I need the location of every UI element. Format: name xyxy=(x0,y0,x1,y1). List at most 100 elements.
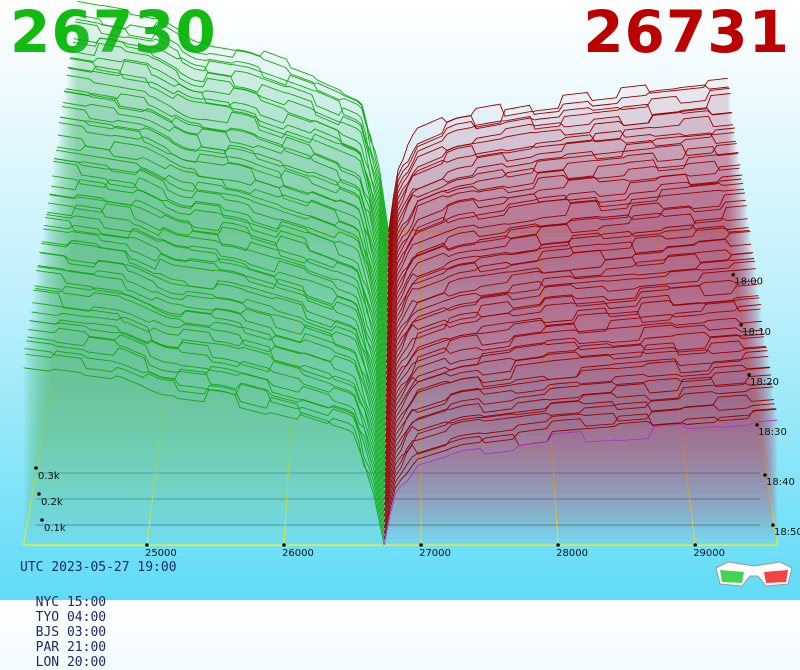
price-tick-label: 27000 xyxy=(419,548,451,559)
ask-depth-fill xyxy=(387,143,737,289)
bid-depth-line xyxy=(71,42,389,267)
ask-depth-line xyxy=(383,408,777,540)
ask-depth-line xyxy=(387,133,736,284)
clock-lon: LON 20:00 xyxy=(35,655,107,670)
bid-depth-line xyxy=(38,265,386,460)
ask-depth-line xyxy=(387,115,734,267)
bid-depth-line xyxy=(63,90,388,312)
ask-depth-line xyxy=(387,146,738,295)
price-tick-dot xyxy=(556,543,560,547)
bid-depth-fill xyxy=(54,158,387,369)
ask-depth-fill xyxy=(384,374,772,506)
ask-depth-line xyxy=(384,324,764,454)
left-edge xyxy=(23,231,79,546)
bid-depth-line xyxy=(43,228,387,432)
bid-depth-fill xyxy=(47,205,387,409)
ask-depth-line xyxy=(386,225,750,369)
bid-depth-fill xyxy=(58,122,388,341)
world-clocks: NYC 15:00 TYO 04:00 BJS 03:00 PAR 21:00 … xyxy=(20,580,130,670)
bid-depth-line xyxy=(66,74,389,295)
time-tick-dot xyxy=(747,373,751,377)
time-tick-dot xyxy=(771,523,775,527)
bid-depth-line xyxy=(28,327,385,517)
bid-depth-line xyxy=(59,116,388,335)
bid-depth-fill xyxy=(61,106,388,324)
ask-depth-fill xyxy=(384,403,775,528)
ask-depth-line xyxy=(384,364,770,494)
ask-depth-line xyxy=(386,205,747,352)
bid-depth-fill xyxy=(26,340,385,528)
bid-depth-line xyxy=(72,37,389,261)
depth-tick-label: 0.1k xyxy=(44,523,66,534)
ask-depth-line xyxy=(388,84,729,238)
bid-depth-fill xyxy=(28,328,385,517)
ask-depth-line xyxy=(387,130,735,272)
ask-depth-line xyxy=(384,382,773,511)
ask-depth-fill xyxy=(387,134,736,284)
bid-depth-line xyxy=(42,239,387,437)
bid-depth-fill xyxy=(25,351,385,534)
ask-depth-fill xyxy=(385,304,762,443)
bid-depth-fill xyxy=(60,117,388,329)
price-tick-dot xyxy=(145,543,149,547)
bid-depth-line xyxy=(51,179,387,386)
ask-depth-line xyxy=(386,182,744,329)
ask-depth-fill xyxy=(385,318,763,449)
time-tick-label: 18:50 xyxy=(774,527,800,538)
bid-depth-line xyxy=(29,320,386,511)
bid-depth-line xyxy=(53,158,388,369)
bid-depth-line xyxy=(27,336,385,523)
clock-par: PAR 21:00 xyxy=(35,640,107,655)
ask-depth-fill xyxy=(386,249,753,386)
time-tick-label: 18:10 xyxy=(742,327,771,338)
bid-depth-fill xyxy=(31,312,385,500)
bid-depth-fill xyxy=(76,14,389,238)
ask-depth-fill xyxy=(385,300,761,437)
ask-depth-line xyxy=(387,152,739,301)
bid-depth-fill xyxy=(67,67,388,289)
bid-depth-fill xyxy=(69,58,388,278)
ask-depth-line xyxy=(385,283,758,420)
ask-depth-line xyxy=(386,192,745,341)
price-tick-dot xyxy=(419,543,423,547)
bid-depth-line xyxy=(75,18,389,244)
bid-depth-line xyxy=(26,340,385,528)
ask-depth-line xyxy=(387,110,733,261)
bid-depth-fill xyxy=(24,348,385,540)
bid-depth-line xyxy=(23,367,385,546)
bid-depth-fill xyxy=(45,217,386,420)
ask-depth-line xyxy=(383,403,775,528)
bid-depth-line xyxy=(57,134,388,346)
ask-depth-line xyxy=(388,77,728,233)
ask-depth-line xyxy=(387,160,740,307)
bid-depth-fill xyxy=(64,91,388,306)
ask-depth-fill xyxy=(385,347,767,477)
bid-depth-line xyxy=(64,91,388,307)
bid-depth-line xyxy=(76,14,389,238)
ask-depth-line xyxy=(385,294,759,426)
bid-depth-fill xyxy=(38,265,386,460)
time-tick-label: 18:40 xyxy=(766,477,795,488)
ask-depth-line xyxy=(385,260,755,403)
ask-depth-fill xyxy=(384,383,773,511)
3d-glasses-icon[interactable] xyxy=(714,556,794,592)
bid-depth-line xyxy=(37,266,386,466)
ask-depth-fill xyxy=(386,261,755,403)
ask-depth-line xyxy=(384,386,773,517)
ask-depth-line xyxy=(385,317,763,449)
ask-depth-line xyxy=(384,394,774,523)
ask-depth-line xyxy=(386,217,748,358)
ask-depth-line xyxy=(383,419,778,546)
ask-depth-fill xyxy=(385,332,764,460)
clock-tyo: TYO 04:00 xyxy=(35,610,107,625)
ask-depth-line xyxy=(385,268,756,409)
ask-depth-line xyxy=(384,374,772,506)
ask-price: 26731 xyxy=(583,0,790,66)
ask-depth-line xyxy=(383,408,776,534)
bid-depth-fill xyxy=(41,242,386,443)
bid-depth-line xyxy=(46,214,387,415)
ask-depth-fill xyxy=(386,238,752,380)
depth-tick-dot xyxy=(34,466,38,470)
bid-depth-line xyxy=(55,149,388,358)
bid-depth-fill xyxy=(73,37,389,255)
